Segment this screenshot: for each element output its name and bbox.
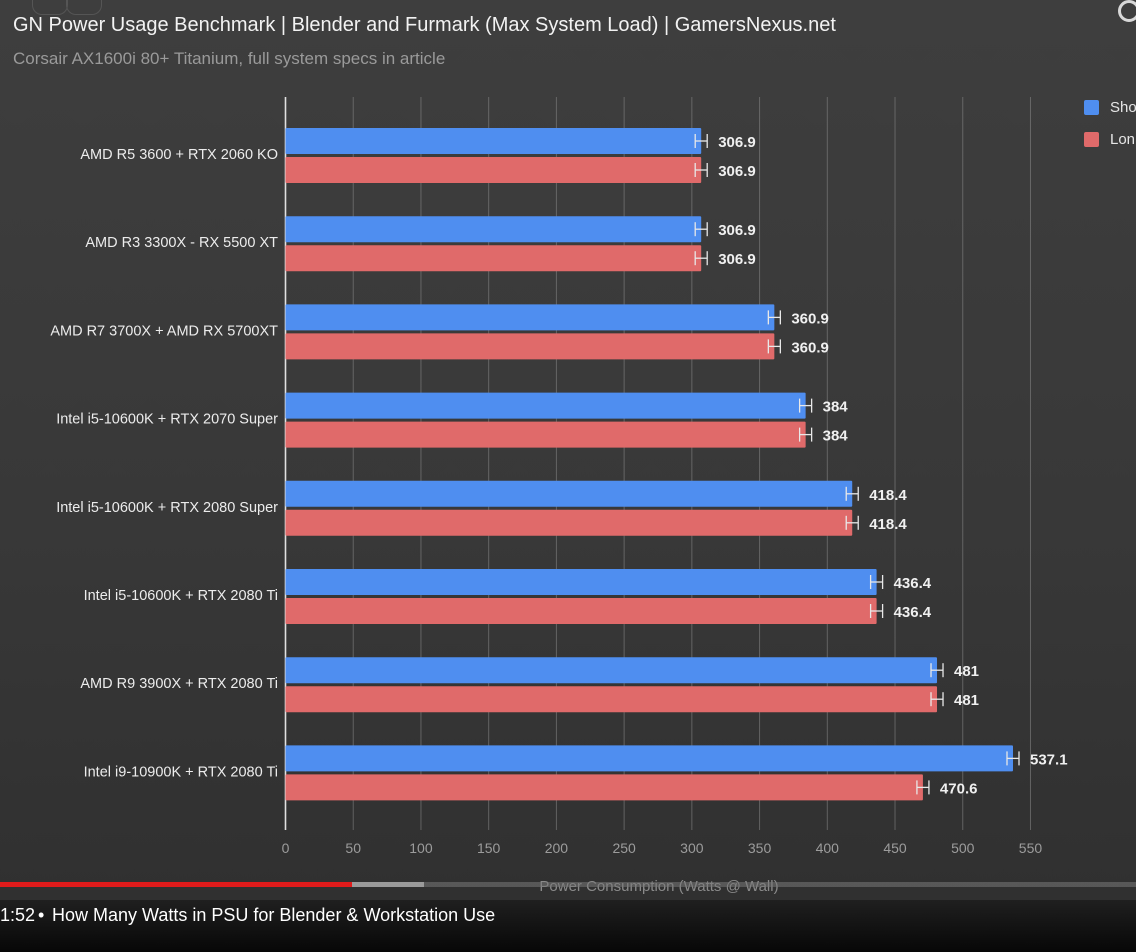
data-value-label: 384 [823,399,849,416]
x-tick-label: 450 [883,840,907,856]
x-tick-label: 50 [345,840,361,856]
video-progress-bar[interactable] [0,882,1136,887]
data-value-label: 384 [823,428,849,445]
bar-short [285,657,938,684]
data-value-label: 306.9 [718,222,756,239]
data-value-label: 306.9 [718,134,756,151]
category-label: AMD R3 3300X - RX 5500 XT [85,235,278,251]
category-label: Intel i9-10900K + RTX 2080 Ti [84,764,278,780]
x-tick-label: 0 [282,840,290,856]
data-value-label: 537.1 [1030,751,1068,768]
bar-short [285,745,1014,772]
bar-long [285,245,702,272]
video-timestamp: 1:52 [0,905,36,925]
category-label: AMD R7 3700X + AMD RX 5700XT [50,323,278,339]
video-progress-played [0,882,353,887]
bar-short [285,569,877,595]
channel-logo-icon [1118,0,1136,22]
category-label: Intel i5-10600K + RTX 2080 Ti [84,588,278,604]
bar-short [285,128,702,154]
bar-long [285,774,923,801]
x-tick-label: 550 [1019,840,1043,856]
data-value-label: 418.4 [869,487,907,504]
x-tick-label: 150 [477,840,501,856]
x-tick-label: 350 [748,840,772,856]
data-value-label: 470.6 [940,780,978,797]
video-progress-buffered [352,882,425,887]
x-tick-label: 200 [545,840,569,856]
data-value-label: 360.9 [791,310,829,327]
bar-long [285,509,853,536]
bar-short [285,480,853,507]
category-label: Intel i5-10600K + RTX 2080 Super [56,500,278,516]
x-tick-label: 500 [951,840,975,856]
data-value-label: 481 [954,663,979,680]
legend-label-long: Lon [1110,131,1136,148]
data-value-label: 418.4 [869,516,907,533]
data-value-label: 481 [954,692,979,709]
legend-label-short: Sho [1110,99,1136,116]
data-value-label: 306.9 [718,163,756,180]
legend-swatch-long [1084,132,1099,147]
chart-title: GN Power Usage Benchmark | Blender and F… [13,14,836,36]
chapter-separator: • [38,905,45,925]
video-player-controls [0,900,1136,952]
bar-long [285,333,775,360]
x-tick-label: 100 [409,840,433,856]
data-value-label: 436.4 [894,575,932,592]
bar-short [285,216,702,243]
x-tick-label: 400 [816,840,840,856]
data-value-label: 360.9 [791,339,829,356]
bar-short [285,392,806,419]
category-label: AMD R9 3900X + RTX 2080 Ti [80,676,278,692]
x-tick-label: 300 [680,840,704,856]
bar-short [285,304,775,331]
legend-swatch-short [1084,100,1099,115]
data-value-label: 306.9 [718,251,756,268]
data-value-label: 436.4 [894,604,932,621]
category-label: AMD R5 3600 + RTX 2060 KO [80,147,278,163]
decorative-hex-shape [66,0,102,15]
category-label: Intel i5-10600K + RTX 2070 Super [56,412,278,428]
bar-long [285,421,806,448]
bar-long [285,598,877,624]
bar-long [285,686,938,713]
chapter-title[interactable]: How Many Watts in PSU for Blender & Work… [52,905,496,925]
bar-long [285,157,702,183]
x-tick-label: 250 [612,840,636,856]
chart-subtitle: Corsair AX1600i 80+ Titanium, full syste… [13,49,446,68]
